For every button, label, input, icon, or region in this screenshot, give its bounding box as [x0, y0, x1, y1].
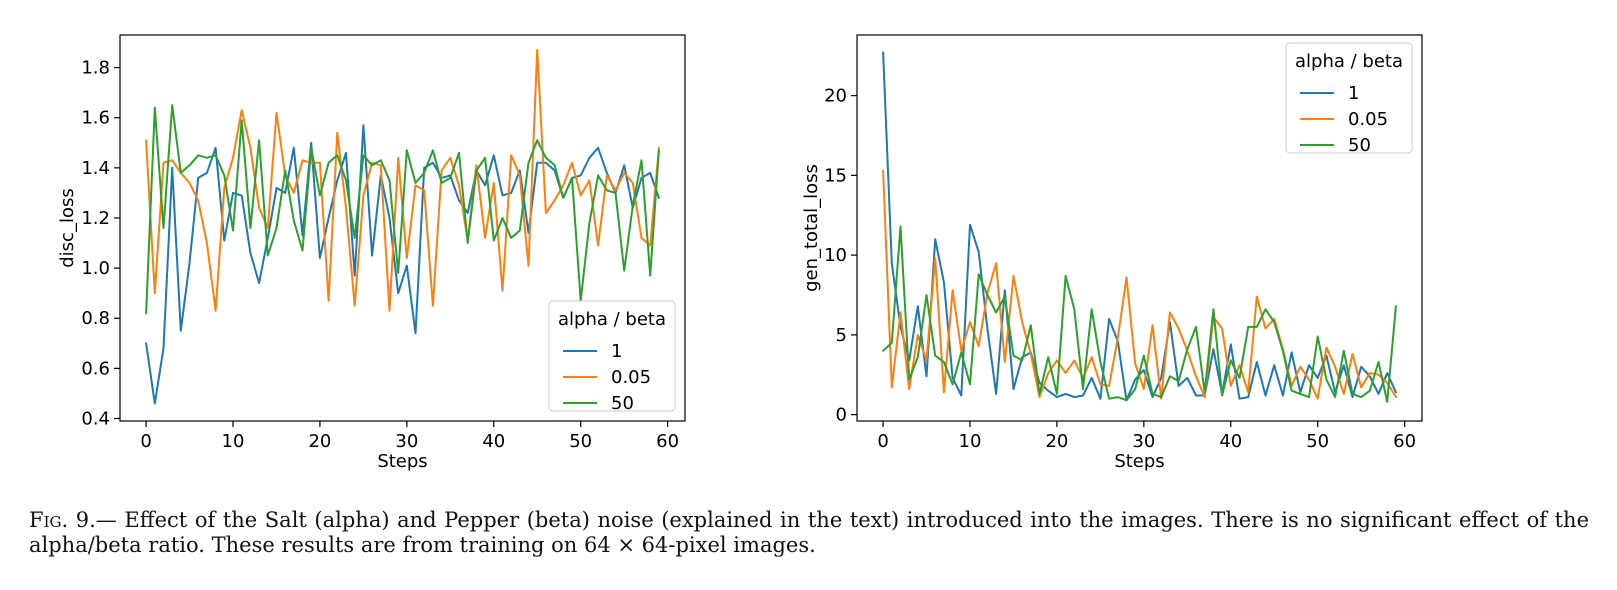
legend-box: [1285, 42, 1413, 154]
legend-label: 0.05: [1348, 109, 1388, 130]
legend-label: 50: [611, 393, 634, 414]
y-tick-label: 20: [824, 86, 847, 107]
x-tick-label: 20: [308, 431, 331, 452]
x-tick-label: 40: [482, 431, 505, 452]
y-tick-label: 1.0: [81, 258, 110, 279]
series-line-0-05: [145, 49, 660, 312]
y-tick-label: 0.8: [81, 308, 110, 329]
series-line-0-05: [882, 169, 1397, 400]
x-axis-label: Steps: [377, 451, 427, 472]
plot-frame: [119, 34, 686, 422]
series-line-50: [882, 225, 1397, 403]
series-line-1: [145, 124, 660, 405]
series-line-50: [145, 104, 660, 315]
disc-loss-chart: 0 10 20 30 40 50 60 0.4 0.6 0.8 1.0 1.2 1.4 1.6 1.8 Ste…: [57, 34, 686, 472]
y-tick-label: 1.2: [81, 208, 110, 229]
x-tick-label: 50: [1306, 431, 1329, 452]
x-axis-label: Steps: [1114, 451, 1164, 472]
plot-frame: [856, 34, 1423, 422]
caption-text: — Effect of the Salt (alpha) and Pepper …: [29, 508, 1589, 557]
figure-label: Fig. 9.: [29, 508, 96, 532]
figure: 0 10 20 30 40 50 600.40.60.81.01.21.41.61.8Ste…: [57, 34, 1423, 472]
legend: alpha / beta 1 0.05 50: [548, 300, 676, 414]
legend-label: 1: [1348, 83, 1359, 104]
legend-label: 0.05: [611, 367, 651, 388]
y-tick-label: 5: [836, 325, 847, 346]
figure-caption: Fig. 9.— Effect of the Salt (alpha) and …: [29, 508, 1589, 558]
x-tick-label: 0: [877, 431, 888, 452]
x-tick-label: 40: [1219, 431, 1242, 452]
y-tick-label: 0.4: [81, 408, 110, 429]
legend-label: 50: [1348, 135, 1371, 156]
y-tick-label: 0.6: [81, 358, 110, 379]
x-tick-label: 10: [222, 431, 245, 452]
x-tick-label: 30: [395, 431, 418, 452]
legend-label: 1: [611, 341, 622, 362]
y-tick-label: 1.6: [81, 108, 110, 129]
gen-total-loss-chart: 0 10 20 30 40 50 60 0 5 10 15 20 Steps gen_total_loss…: [801, 34, 1423, 472]
legend: alpha / beta 1 0.05 50: [1285, 42, 1413, 156]
legend-title: alpha / beta: [1295, 51, 1403, 72]
x-tick-label: 20: [1045, 431, 1068, 452]
y-axis-label: disc_loss: [57, 188, 78, 267]
legend-title: alpha / beta: [558, 309, 666, 330]
y-axis-label: gen_total_loss: [801, 164, 822, 292]
y-tick-label: 1.4: [81, 158, 110, 179]
x-tick-label: 60: [1393, 431, 1416, 452]
y-tick-label: 0: [836, 405, 847, 426]
y-tick-label: 1.8: [81, 58, 110, 79]
x-tick-label: 60: [656, 431, 679, 452]
x-tick-label: 10: [959, 431, 982, 452]
y-tick-label: 15: [824, 165, 847, 186]
x-tick-label: 0: [140, 431, 151, 452]
legend-box: [548, 300, 676, 412]
x-tick-label: 50: [569, 431, 592, 452]
y-tick-label: 10: [824, 245, 847, 266]
x-tick-label: 30: [1132, 431, 1155, 452]
